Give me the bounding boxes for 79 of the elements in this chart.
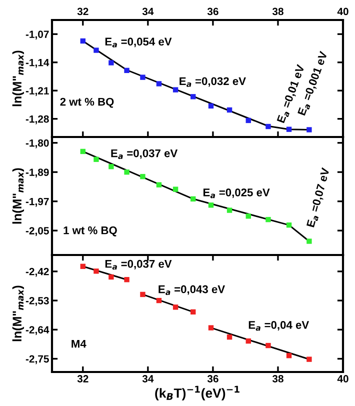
- point: [140, 74, 146, 80]
- y-axis-title: ln(M"$_{max}$): [12, 168, 24, 224]
- point: [124, 277, 130, 282]
- point: [94, 48, 99, 53]
- x-tick-label: 38: [272, 375, 284, 382]
- point: [246, 118, 251, 124]
- x-tick-label: 34: [142, 375, 154, 382]
- y-tick-label: -2,75: [26, 355, 49, 364]
- point: [80, 148, 86, 154]
- y-tick-label: -1,28: [26, 115, 49, 124]
- y-tick-label: -1,07: [26, 30, 49, 40]
- annotation: E$_{a}$ =0,032 eV: [180, 77, 246, 87]
- point: [286, 222, 292, 228]
- point: [190, 309, 196, 315]
- point: [108, 164, 114, 170]
- y-tick-label: -1,89: [26, 168, 49, 178]
- x-tick-label: 32: [77, 375, 88, 382]
- x2-tick-label: 36: [207, 8, 218, 16]
- annotation: 1 wt % BQ: [64, 226, 117, 236]
- point: [306, 127, 312, 132]
- annotation: M4: [72, 340, 86, 348]
- point: [208, 103, 214, 109]
- annotation: E$_{a}$ =0,025 eV: [203, 188, 270, 198]
- y-axis-title: ln(M"$_{max}$): [12, 50, 24, 106]
- point: [226, 334, 232, 340]
- point: [80, 264, 86, 269]
- y-axis-title: ln(M"$_{max}$): [12, 286, 24, 342]
- annotation: 2 wt % BQ: [60, 98, 114, 108]
- point: [124, 68, 130, 74]
- point: [172, 186, 178, 192]
- x-tick-label: 36: [207, 375, 218, 382]
- point: [172, 87, 178, 92]
- point: [306, 356, 312, 362]
- annotation: E$_{a}$ =0,037 eV: [111, 149, 178, 160]
- point: [266, 216, 271, 222]
- y-tick-label: -1,80: [26, 139, 49, 148]
- point: [94, 156, 99, 162]
- y-tick-label: -2,53: [26, 297, 49, 306]
- y-tick-label: -2,05: [26, 227, 49, 236]
- point: [226, 107, 232, 113]
- point: [108, 274, 114, 280]
- annotation: E$_{a}$ =0,043 eV: [158, 285, 225, 296]
- point: [124, 169, 130, 175]
- point: [172, 304, 178, 310]
- annotation: E$_{a}$ =0,07 eV: [306, 167, 332, 228]
- point: [246, 214, 251, 219]
- point: [226, 208, 232, 213]
- point: [140, 292, 146, 298]
- x2-tick-label: 32: [77, 8, 88, 16]
- y-tick-label: -1,97: [26, 198, 49, 207]
- point: [208, 325, 214, 330]
- point: [246, 338, 251, 344]
- point: [286, 126, 292, 132]
- point: [156, 81, 162, 86]
- annotation: E$_{a}$ =0,037 eV: [105, 260, 172, 270]
- y-tick-label: -1,21: [26, 87, 49, 96]
- y-tick-label: -1,14: [26, 58, 50, 68]
- point: [156, 298, 162, 304]
- annotation: E$_{a}$ =0,054 eV: [105, 38, 172, 48]
- point: [190, 94, 196, 100]
- point: [94, 268, 99, 274]
- x2-tick-label: 38: [272, 8, 284, 16]
- point: [156, 182, 162, 188]
- point: [286, 352, 292, 358]
- x2-tick-label: 40: [337, 8, 348, 16]
- point: [80, 38, 86, 44]
- point: [140, 174, 146, 180]
- point: [208, 202, 214, 208]
- y-tick-label: -2,64: [26, 326, 50, 336]
- point: [306, 238, 312, 244]
- annotation: E$_{a}$ =0,04 eV: [248, 320, 310, 331]
- point: [266, 124, 271, 130]
- x2-tick-label: 34: [142, 8, 154, 16]
- x-tick-label: 40: [337, 375, 348, 382]
- point: [266, 342, 271, 348]
- x-axis-title: (k$_{B}$T)$^{−1}$(eV)$^{−1}$: [155, 386, 240, 400]
- point: [108, 60, 114, 66]
- y-tick-label: -2,42: [26, 268, 49, 277]
- point: [190, 196, 196, 202]
